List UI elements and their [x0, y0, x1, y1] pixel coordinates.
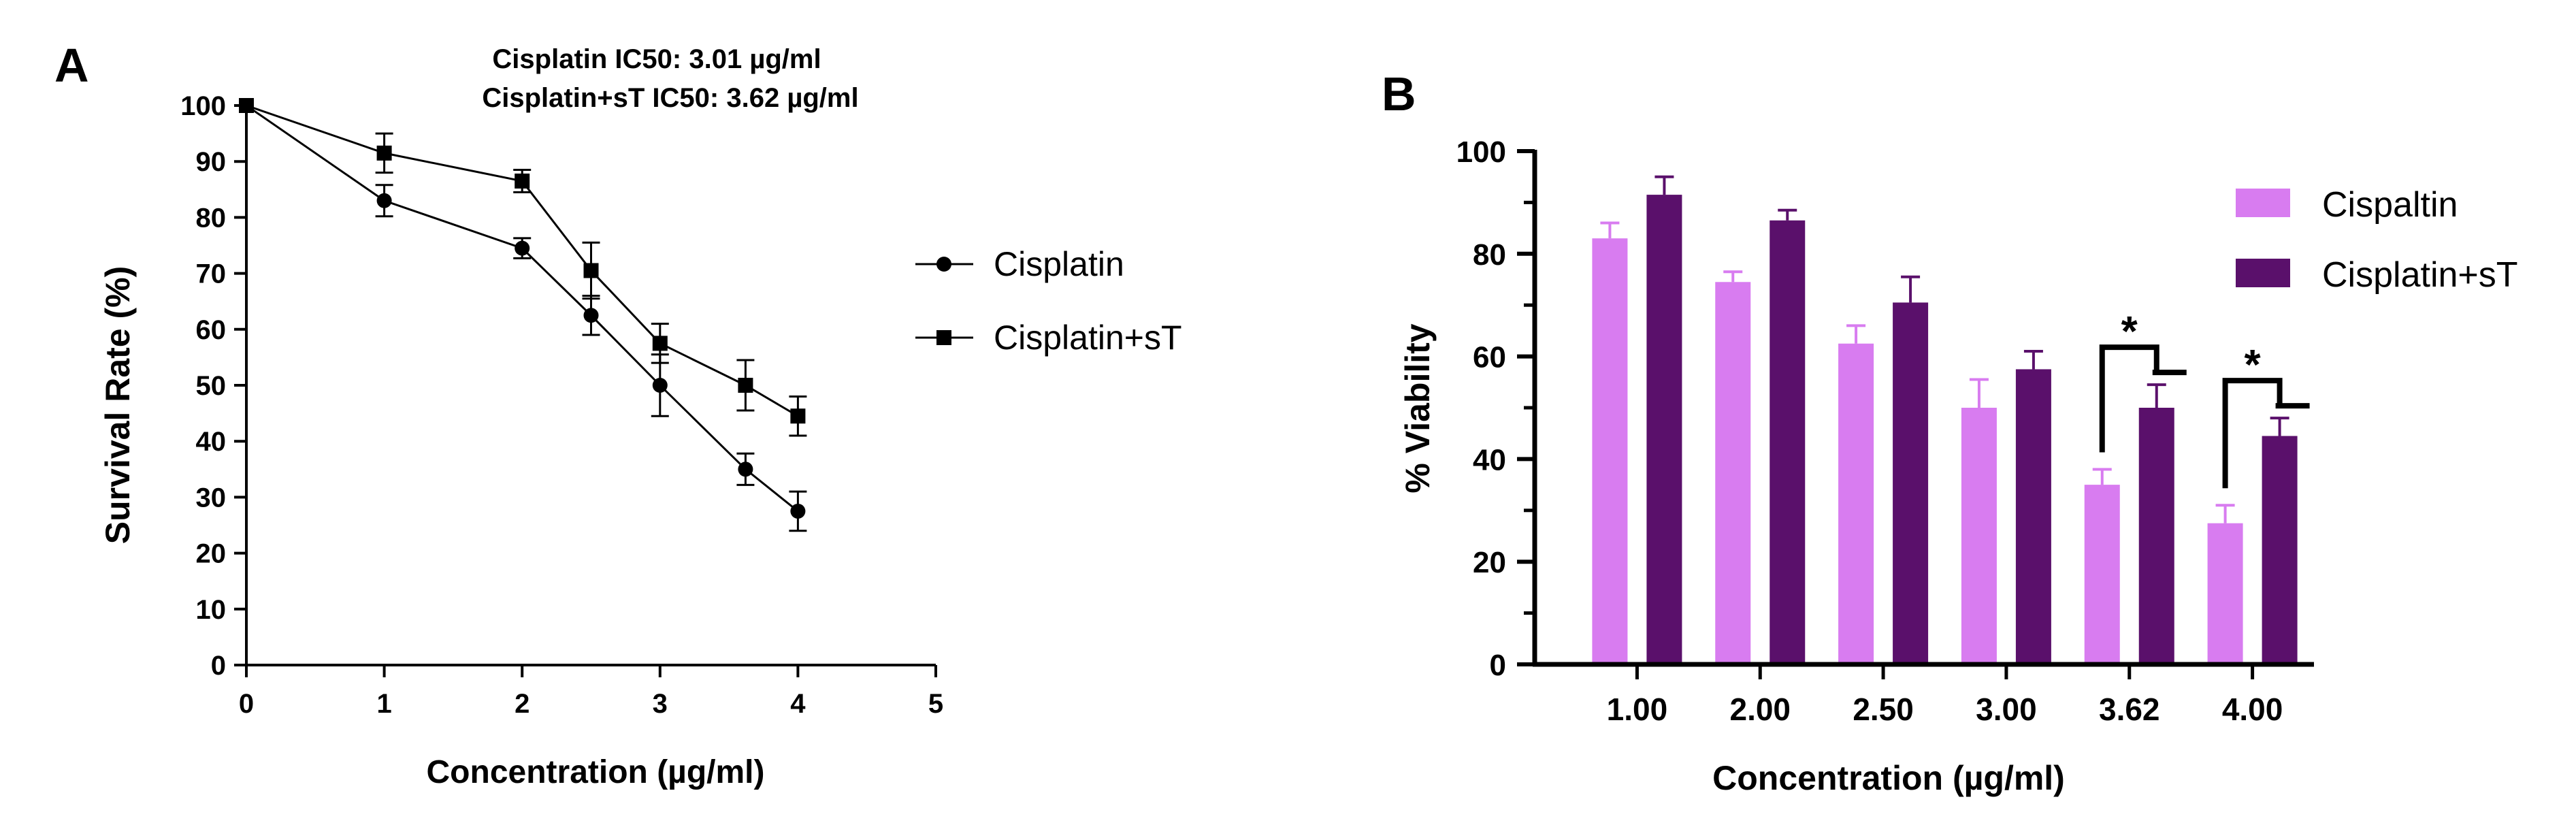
x-tick-label: 4.00	[2222, 692, 2283, 727]
data-point-cisplatin	[583, 308, 599, 323]
ic50-annotation-cisplatin: Cisplatin IC50: 3.01 µg/ml	[492, 44, 821, 74]
y-tick-label: 10	[196, 595, 227, 625]
data-point-cisplatin-st	[652, 336, 668, 351]
bar-cisplatin-st	[1646, 195, 1682, 665]
bar-cispaltin	[1838, 343, 1874, 664]
bar-cisplatin-st	[1893, 302, 1929, 664]
y-tick-label: 100	[1456, 135, 1506, 169]
y-tick-label: 70	[196, 259, 227, 289]
bar-cispaltin	[2207, 523, 2243, 664]
bar-cispaltin	[1592, 238, 1628, 664]
y-tick-label: 60	[1473, 341, 1506, 374]
series-line-cisplatin-st	[246, 104, 799, 417]
x-tick-label: 1.00	[1607, 692, 1668, 727]
x-tick-label: 1	[376, 689, 391, 719]
data-point-cisplatin	[376, 193, 392, 208]
data-point-cisplatin-st	[239, 98, 254, 113]
panel-b-y-axis-label: % Viability	[1399, 323, 1437, 493]
panel-b-letter: B	[1382, 67, 1416, 120]
y-tick-label: 60	[196, 315, 227, 345]
panel-a-letter: A	[54, 39, 89, 92]
data-point-cisplatin-st	[515, 173, 530, 189]
x-tick-label: 2	[515, 689, 529, 719]
panel-a-x-axis-label: Concentration (µg/ml)	[427, 754, 765, 790]
data-point-cisplatin	[790, 503, 806, 519]
significance-bracket	[2222, 378, 2310, 489]
series-line-cisplatin	[246, 104, 799, 513]
x-tick-label: 3	[653, 689, 668, 719]
legend-label: Cispaltin	[2322, 185, 2458, 225]
legend-marker-circle	[936, 257, 951, 272]
y-tick-label: 30	[196, 483, 227, 513]
legend-marker-square	[936, 330, 951, 345]
bar-cisplatin-st	[1770, 220, 1806, 664]
bar-cisplatin-st	[2138, 408, 2174, 664]
data-point-cisplatin-st	[376, 145, 392, 161]
significance-star: *	[2121, 308, 2138, 355]
x-tick-label: 0	[239, 689, 254, 719]
y-tick-label: 0	[1490, 649, 1506, 682]
data-point-cisplatin	[515, 240, 530, 256]
y-tick-label: 80	[1473, 238, 1506, 272]
x-tick-label: 3.00	[1976, 692, 2037, 727]
bar-cisplatin-st	[2015, 369, 2051, 664]
x-tick-label: 2.50	[1853, 692, 1914, 727]
x-tick-label: 5	[928, 689, 943, 719]
y-tick-label: 90	[196, 147, 227, 177]
bar-cispaltin	[2084, 485, 2120, 664]
legend-label: Cisplatin	[994, 245, 1124, 283]
y-tick-label: 80	[196, 203, 227, 233]
bar-cispaltin	[1961, 408, 1997, 664]
viability-bar-chart: Concentration (µg/ml) % Viability 0 20 40 6…	[1399, 135, 2518, 797]
significance-bracket	[2099, 344, 2187, 453]
bar-cispaltin	[1715, 282, 1751, 664]
y-tick-label: 20	[1473, 546, 1506, 579]
survival-line-chart: Cisplatin IC50: 3.01 µg/ml Cisplatin+sT …	[99, 44, 1182, 790]
legend-label: Cisplatin+sT	[994, 319, 1182, 357]
y-tick-label: 100	[180, 91, 226, 121]
y-tick-label: 50	[196, 371, 227, 401]
data-point-cisplatin	[738, 462, 753, 477]
x-tick-label: 3.62	[2099, 692, 2160, 727]
data-point-cisplatin	[652, 378, 668, 393]
x-tick-label: 4	[790, 689, 806, 719]
legend-swatch	[2236, 189, 2290, 217]
y-tick-label: 20	[196, 539, 227, 569]
significance-star: *	[2245, 342, 2262, 389]
ic50-annotation-cisplatin-st: Cisplatin+sT IC50: 3.62 µg/ml	[482, 83, 858, 113]
data-point-cisplatin-st	[790, 408, 806, 424]
panel-a-y-axis-label: Survival Rate (%)	[99, 266, 137, 544]
data-point-cisplatin-st	[583, 263, 599, 278]
y-tick-label: 40	[196, 427, 227, 457]
y-tick-label: 40	[1473, 443, 1506, 476]
legend-swatch	[2236, 259, 2290, 287]
legend-label: Cisplatin+sT	[2322, 255, 2518, 295]
y-tick-label: 0	[211, 651, 226, 681]
bar-cisplatin-st	[2262, 436, 2298, 664]
panel-b-x-axis-label: Concentration (µg/ml)	[1712, 759, 2065, 797]
data-point-cisplatin-st	[738, 378, 753, 393]
x-tick-label: 2.00	[1729, 692, 1791, 727]
